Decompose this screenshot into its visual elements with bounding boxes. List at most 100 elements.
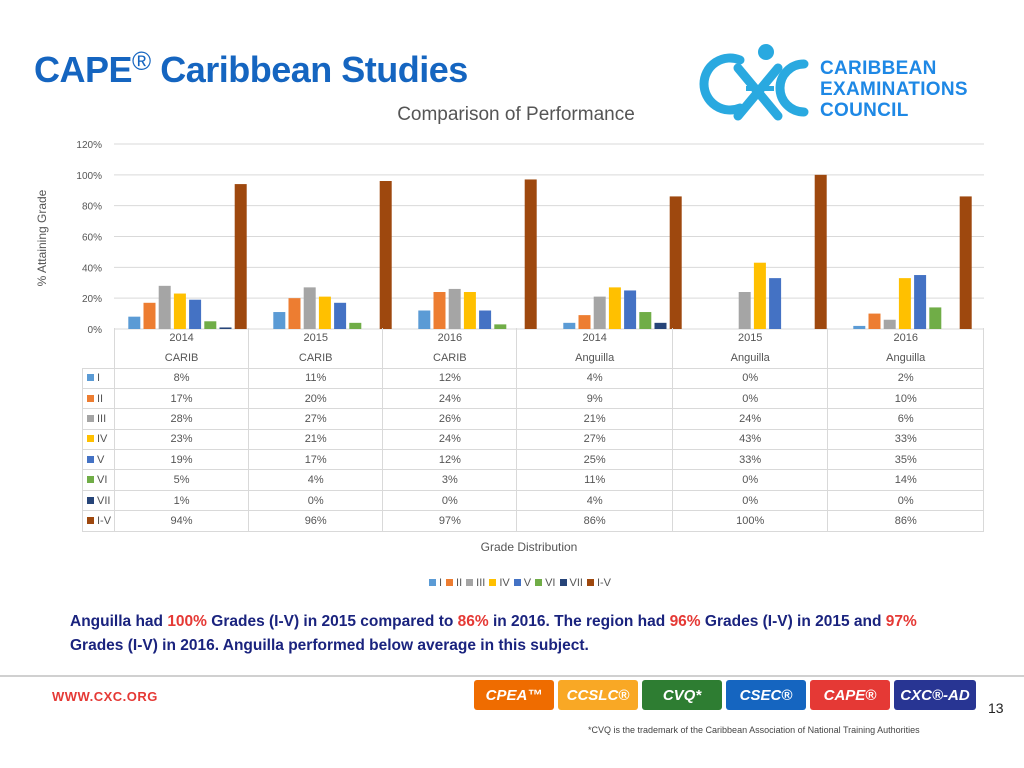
legend-item: VII <box>559 577 583 589</box>
table-cell: 11% <box>248 367 384 389</box>
table-cell: 24% <box>382 387 518 410</box>
table-row: III 28% 27% 26% 21% 24% 6% <box>82 408 984 430</box>
category-group-label: Anguilla <box>516 348 673 369</box>
series-name: I <box>97 372 101 385</box>
bar-V-Anguilla-2014 <box>624 290 637 329</box>
legend-item: I <box>428 577 443 589</box>
series-swatch <box>87 455 94 463</box>
y-tick-label: 120% <box>76 140 102 151</box>
bar-I-CARIB-2016 <box>418 310 431 329</box>
table-cell: 96% <box>248 510 384 532</box>
table-cell: 9% <box>516 387 673 410</box>
table-cell: 27% <box>516 428 673 451</box>
legend-item: IV <box>489 577 510 589</box>
legend-item: I-V <box>586 577 611 589</box>
series-swatch <box>87 414 94 422</box>
table-cell: 0% <box>671 489 829 512</box>
table-cell: 0% <box>248 489 384 512</box>
logo-text: CARIBBEAN EXAMINATIONS COUNCIL <box>820 58 968 121</box>
table-cell: 21% <box>516 408 673 430</box>
table-row: IV 23% 21% 24% 27% 43% 33% <box>82 428 984 451</box>
table-cell: 17% <box>248 449 384 471</box>
legend-item: II <box>446 577 462 589</box>
table-cell: 10% <box>827 387 984 410</box>
table-row: VII 1% 0% 0% 4% 0% 0% <box>82 489 984 512</box>
category-year-label: 2014 <box>516 328 673 348</box>
legend-swatch <box>466 579 474 586</box>
bar-I-V-Anguilla-2015 <box>814 174 827 329</box>
y-tick-label: 0% <box>88 325 103 336</box>
table-cell: 97% <box>382 510 518 532</box>
series-swatch <box>87 516 94 524</box>
bar-V-CARIB-2014 <box>189 299 202 329</box>
bar-II-CARIB-2014 <box>143 302 156 329</box>
bar-IV-CARIB-2014 <box>173 293 186 329</box>
bar-VI-Anguilla-2014 <box>639 312 652 329</box>
legend-swatch <box>513 579 521 586</box>
bar-IV-CARIB-2016 <box>463 292 476 329</box>
bar-I-V-CARIB-2015 <box>379 181 392 329</box>
table-cell: 14% <box>827 469 984 491</box>
legend-swatch <box>428 579 436 586</box>
series-name: VII <box>97 494 111 507</box>
x-axis-label: Grade Distribution <box>480 540 578 554</box>
legend-label: VII <box>569 577 583 589</box>
table-cell: 11% <box>516 469 673 491</box>
website-link[interactable]: WWW.CXC.ORG <box>52 689 158 704</box>
table-cell: 20% <box>248 387 384 410</box>
table-cell: 43% <box>671 428 829 451</box>
legend-label: II <box>456 577 463 589</box>
table-cell: 4% <box>516 367 673 389</box>
legend-swatch <box>535 579 543 586</box>
table-cell: 1% <box>113 489 250 512</box>
footer-divider <box>0 675 1024 677</box>
program-badge: CPEA™ <box>474 680 554 710</box>
bar-IV-Anguilla-2015 <box>753 262 766 329</box>
table-cell: 12% <box>382 367 518 389</box>
table-cell: 6% <box>827 408 984 430</box>
legend-swatch <box>586 579 594 586</box>
table-cell: 27% <box>248 408 384 430</box>
bar-II-CARIB-2016 <box>433 292 446 329</box>
table-cell: 94% <box>113 510 250 532</box>
bar-IV-Anguilla-2016 <box>898 278 911 329</box>
bar-III-CARIB-2014 <box>158 285 171 329</box>
table-cell: 0% <box>671 469 829 491</box>
table-cell: 8% <box>113 367 250 389</box>
category-group-label: CARIB <box>248 348 384 369</box>
program-badge: CSEC® <box>726 680 806 710</box>
cxc-logo: CARIBBEAN EXAMINATIONS COUNCIL <box>692 38 982 138</box>
program-badge: CXC®-AD <box>894 680 976 710</box>
table-cell: 2% <box>827 367 984 389</box>
table-row: I-V 94% 96% 97% 86% 100% 86% <box>82 510 984 532</box>
legend-label: I <box>438 577 443 589</box>
bar-III-CARIB-2015 <box>303 287 316 329</box>
table-cell: 17% <box>113 387 250 410</box>
bar-I-CARIB-2015 <box>273 312 286 329</box>
table-cell: 3% <box>382 469 518 491</box>
bar-VII-Anguilla-2014 <box>654 322 667 329</box>
table-cell: 23% <box>113 428 250 451</box>
category-group-label: CARIB <box>113 348 250 369</box>
chart-legend: I II III IV V VI VII I-V <box>0 577 1024 589</box>
data-table: 2014 2015 2016 2014 2015 2016 CARIB CARIB CARIB A… <box>82 328 984 532</box>
bar-V-Anguilla-2015 <box>769 278 782 329</box>
bar-III-Anguilla-2014 <box>593 296 606 329</box>
bar-III-Anguilla-2016 <box>883 319 896 329</box>
bar-II-Anguilla-2014 <box>578 315 591 329</box>
table-row: VI 5% 4% 3% 11% 0% 14% <box>82 469 984 491</box>
category-year-label: 2016 <box>382 328 518 348</box>
program-badge: CCSLC® <box>558 680 638 710</box>
table-cell: 0% <box>671 367 829 389</box>
bar-I-V-Anguilla-2014 <box>669 196 682 329</box>
series-swatch <box>87 374 94 382</box>
bar-V-CARIB-2016 <box>479 310 492 329</box>
legend-swatch <box>489 579 497 586</box>
series-name: VI <box>97 474 108 487</box>
bar-I-Anguilla-2016 <box>853 325 866 329</box>
legend-label: VI <box>545 577 556 589</box>
bar-V-CARIB-2015 <box>334 302 347 329</box>
bar-I-CARIB-2014 <box>128 316 141 329</box>
table-cell: 5% <box>113 469 250 491</box>
table-cell: 0% <box>827 489 984 512</box>
